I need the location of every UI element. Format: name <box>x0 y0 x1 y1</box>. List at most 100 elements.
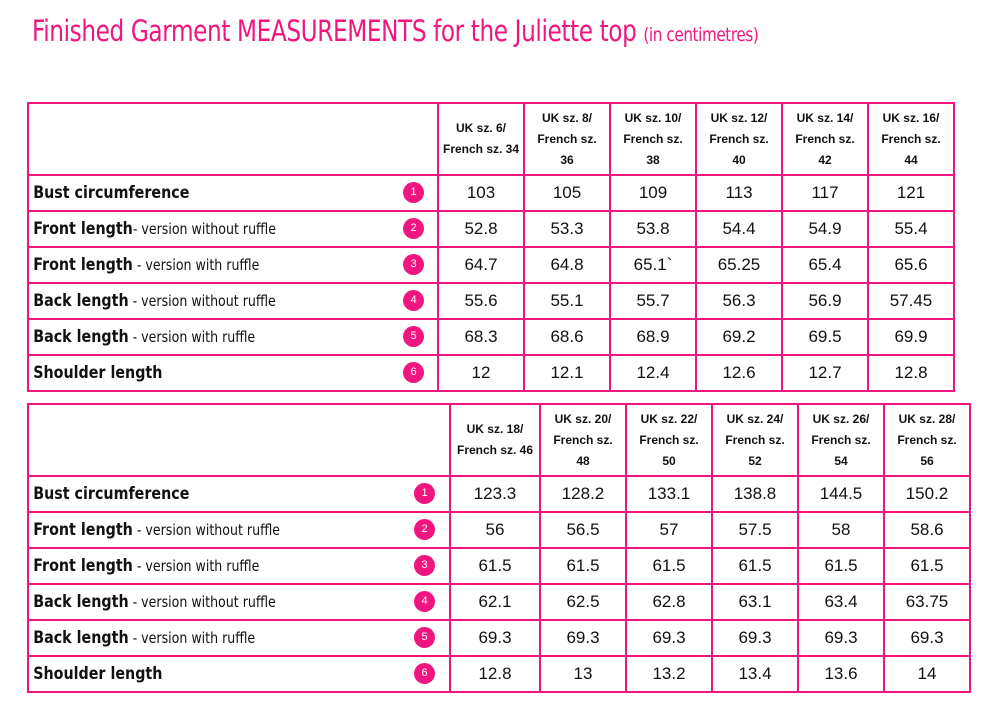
measurement-value: 138.8 <box>711 475 799 513</box>
measurement-value: 55.7 <box>609 282 697 320</box>
size-header-line: UK sz. 12/ <box>710 110 768 125</box>
measurement-value: 69.3 <box>797 619 885 657</box>
size-header-line: French sz. <box>537 131 597 146</box>
measurement-number-badge: 4 <box>403 290 424 311</box>
page-title: Finished Garment MEASUREMENTS for the Ju… <box>32 14 759 48</box>
measurement-number-badge: 1 <box>403 182 424 203</box>
size-header-line: 50 <box>662 453 676 468</box>
size-header-line: UK sz. 8/ <box>541 110 592 125</box>
size-header-line: 42 <box>818 152 832 167</box>
measurement-label: Bust circumference <box>29 183 372 203</box>
measurement-name: Bust circumference <box>33 484 190 504</box>
measurement-label-cell: Shoulder length 6 <box>27 354 439 392</box>
measurement-value: 13.6 <box>797 655 885 693</box>
measurement-value: 103 <box>437 174 525 212</box>
measurement-value: 57 <box>625 511 713 549</box>
measurement-row: Shoulder length 6 12 12.1 12.4 12.6 12.7 12.8 <box>27 354 955 392</box>
title-main: Finished Garment MEASUREMENTS for the Ju… <box>32 14 637 48</box>
size-header: UK sz. 16/French sz. 44 <box>867 102 955 176</box>
measurement-label-cell: Back length - version without ruffle 4 <box>27 583 451 621</box>
measurement-value: 128.2 <box>539 475 627 513</box>
measurements-table-large-sizes: UK sz. 18/French sz. 46 UK sz. 20/French … <box>27 403 971 693</box>
size-header: UK sz. 14/French sz. 42 <box>781 102 869 176</box>
measurement-number-badge: 5 <box>403 326 424 347</box>
size-header-line: 40 <box>732 152 746 167</box>
measurement-version: - version without ruffle <box>132 521 281 539</box>
measurement-number-badge: 4 <box>414 591 435 612</box>
measurement-label-cell: Front length - version with ruffle 3 <box>27 547 451 585</box>
measurement-row: Bust circumference 1 103 105 109 113 117 121 <box>27 174 955 212</box>
measurement-value: 57.5 <box>711 511 799 549</box>
measurement-value: 61.5 <box>797 547 885 585</box>
measurement-label-cell: Back length - version without ruffle 4 <box>27 282 439 320</box>
measurement-name: Shoulder length <box>33 363 163 383</box>
size-header-line: French sz. 34 <box>442 142 520 156</box>
measurement-label-cell: Bust circumference 1 <box>27 174 439 212</box>
measurement-value: 63.4 <box>797 583 885 621</box>
measurement-version: - version without ruffle <box>132 220 276 238</box>
measurement-value: 58.6 <box>883 511 971 549</box>
measurement-number-badge: 2 <box>403 218 424 239</box>
size-header-line: UK sz. 26/ <box>812 411 870 426</box>
header-row: UK sz. 18/French sz. 46 UK sz. 20/French … <box>27 403 971 477</box>
measurement-label: Bust circumference <box>29 484 382 504</box>
measurement-value: 109 <box>609 174 697 212</box>
measurement-row: Back length - version without ruffle 4 55.… <box>27 282 955 320</box>
measurement-value: 12.1 <box>523 354 611 392</box>
measurement-value: 64.8 <box>523 246 611 284</box>
measurement-value: 12.6 <box>695 354 783 392</box>
measurement-value: 55.6 <box>437 282 525 320</box>
measurement-value: 14 <box>883 655 971 693</box>
measurement-value: 12.7 <box>781 354 869 392</box>
measurement-value: 69.5 <box>781 318 869 356</box>
measurement-value: 63.1 <box>711 583 799 621</box>
measurement-value: 150.2 <box>883 475 971 513</box>
measurement-value: 12 <box>437 354 525 392</box>
measurement-label: Front length - version with ruffle <box>29 556 382 576</box>
measurement-value: 13.2 <box>625 655 713 693</box>
size-header-line: UK sz. 16/ <box>882 110 940 125</box>
size-header-line: 52 <box>748 453 762 468</box>
measurement-row: Shoulder length 6 12.8 13 13.2 13.4 13.6 14 <box>27 655 971 693</box>
measurement-value: 56.5 <box>539 511 627 549</box>
measurement-number-badge: 3 <box>414 555 435 576</box>
measurement-value: 55.1 <box>523 282 611 320</box>
size-header-line: French sz. <box>553 432 613 447</box>
size-header-line: UK sz. 22/ <box>640 411 698 426</box>
measurement-value: 65.6 <box>867 246 955 284</box>
size-header-line: French sz. <box>881 131 941 146</box>
measurement-name: Back length <box>33 327 129 347</box>
size-header-line: UK sz. 14/ <box>796 110 854 125</box>
measurement-value: 12.8 <box>867 354 955 392</box>
measurement-row: Front length - version with ruffle 3 61.5 6… <box>27 547 971 585</box>
measurement-value: 105 <box>523 174 611 212</box>
measurement-value: 65.1` <box>609 246 697 284</box>
measurement-value: 69.2 <box>695 318 783 356</box>
measurement-value: 61.5 <box>539 547 627 585</box>
measurement-row: Front length- version without ruffle 2 52.… <box>27 210 955 248</box>
measurement-value: 68.3 <box>437 318 525 356</box>
measurement-label: Back length - version with ruffle <box>29 628 382 648</box>
measurement-number-badge: 1 <box>414 483 435 504</box>
measurement-version: - version without ruffle <box>128 292 276 310</box>
size-header-line: 48 <box>576 453 590 468</box>
size-header-line: French sz. <box>725 432 785 447</box>
size-header: UK sz. 12/French sz. 40 <box>695 102 783 176</box>
measurement-value: 64.7 <box>437 246 525 284</box>
measurement-value: 54.4 <box>695 210 783 248</box>
measurement-value: 13 <box>539 655 627 693</box>
size-header-line: French sz. <box>795 131 855 146</box>
size-header-line: French sz. <box>897 432 957 447</box>
measurement-value: 61.5 <box>883 547 971 585</box>
header-row: UK sz. 6/French sz. 34 UK sz. 8/French sz… <box>27 102 955 176</box>
size-header-line: UK sz. 20/ <box>554 411 612 426</box>
measurement-value: 69.9 <box>867 318 955 356</box>
measurement-label: Back length - version without ruffle <box>29 592 382 612</box>
measurement-name: Front length <box>33 520 133 540</box>
size-header-line: French sz. <box>639 432 699 447</box>
measurement-version: - version with ruffle <box>132 557 260 575</box>
size-header: UK sz. 6/French sz. 34 <box>437 102 525 176</box>
measurement-value: 53.3 <box>523 210 611 248</box>
measurement-label-cell: Back length - version with ruffle 5 <box>27 318 439 356</box>
measurement-value: 61.5 <box>625 547 713 585</box>
